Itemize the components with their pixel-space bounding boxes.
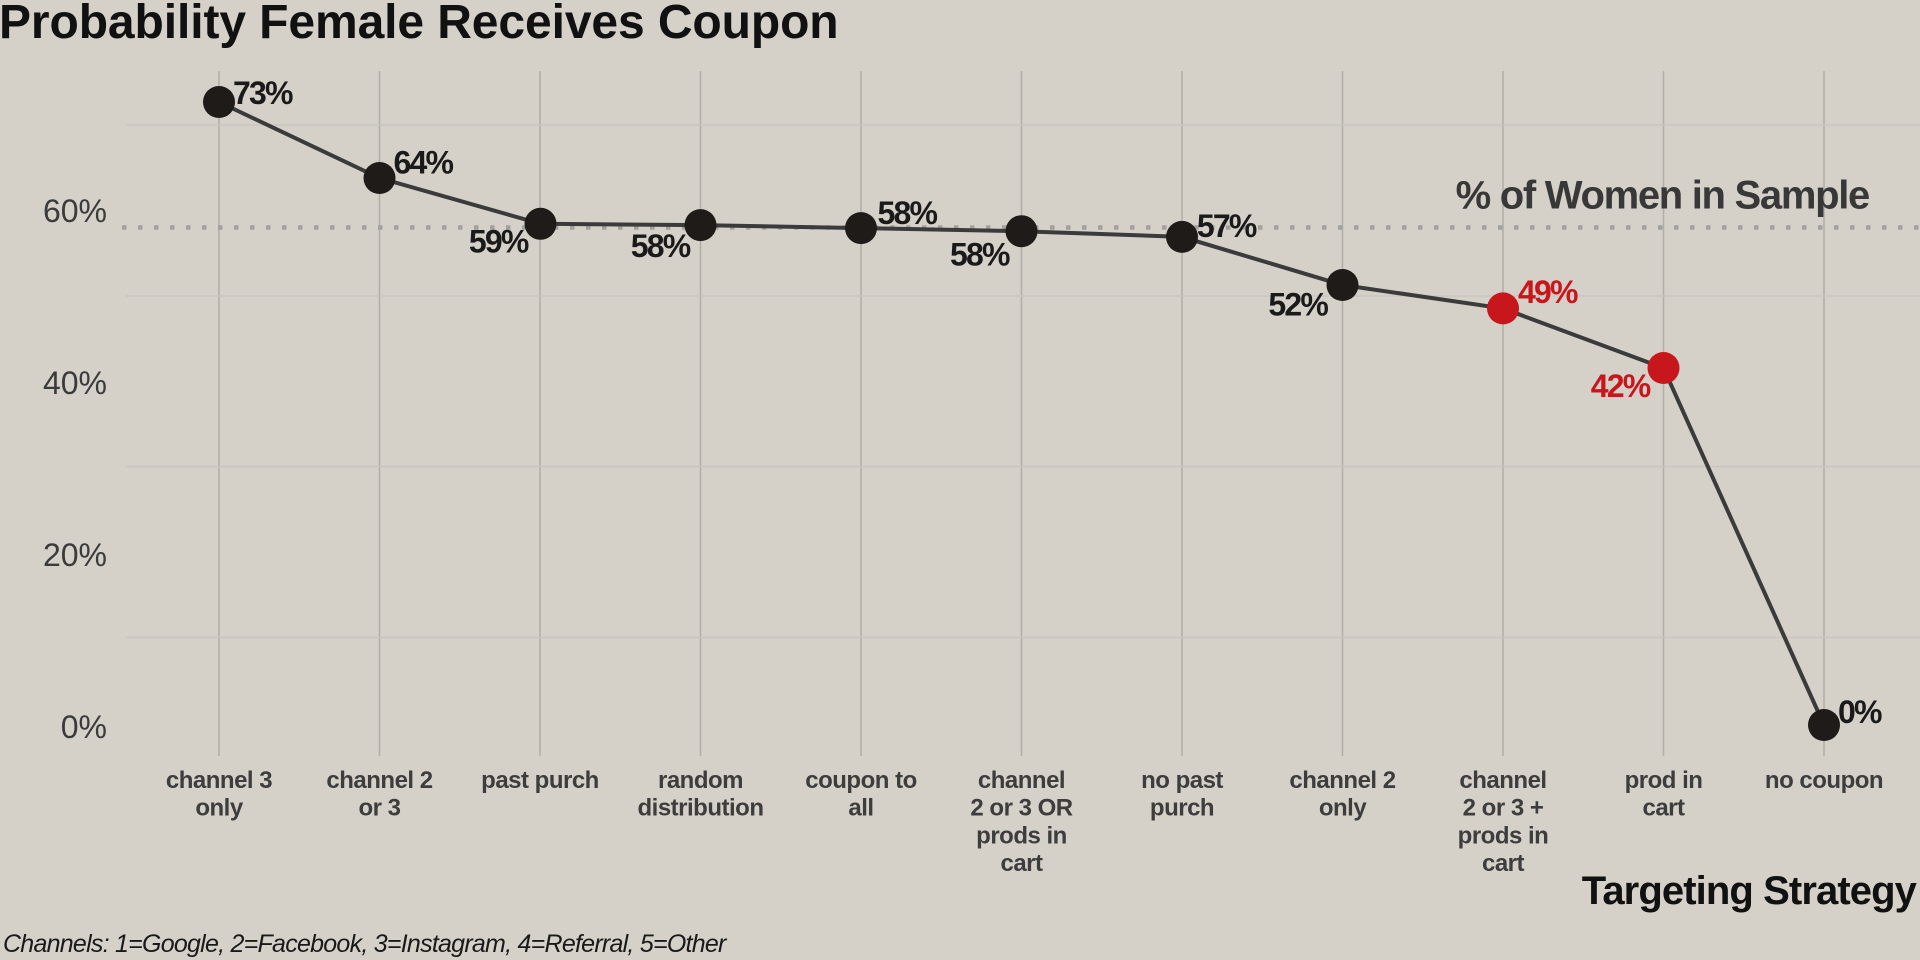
svg-text:only: only: [195, 795, 243, 822]
svg-text:cart: cart: [1482, 850, 1525, 877]
svg-text:Targeting Strategy: Targeting Strategy: [1582, 869, 1918, 913]
svg-text:random: random: [658, 767, 743, 794]
svg-text:channel: channel: [978, 767, 1065, 794]
svg-text:only: only: [1319, 795, 1367, 822]
svg-text:prods in: prods in: [1458, 822, 1549, 849]
svg-text:20%: 20%: [43, 537, 107, 573]
svg-text:0%: 0%: [61, 709, 107, 745]
svg-text:40%: 40%: [43, 365, 107, 401]
svg-text:cart: cart: [1642, 795, 1685, 822]
svg-text:60%: 60%: [43, 193, 107, 229]
svg-text:% of Women in Sample: % of Women in Sample: [1456, 174, 1869, 218]
svg-text:0%: 0%: [1838, 694, 1882, 730]
svg-text:coupon to: coupon to: [805, 767, 916, 794]
svg-text:49%: 49%: [1518, 274, 1578, 310]
svg-text:channel 2: channel 2: [326, 767, 432, 794]
svg-text:57%: 57%: [1197, 208, 1257, 244]
svg-text:58%: 58%: [631, 228, 691, 264]
svg-text:prods in: prods in: [976, 822, 1067, 849]
svg-text:distribution: distribution: [638, 795, 764, 822]
svg-text:past purch: past purch: [481, 767, 599, 794]
svg-text:or 3: or 3: [358, 795, 400, 822]
svg-text:64%: 64%: [394, 145, 454, 181]
svg-text:73%: 73%: [233, 75, 293, 111]
svg-text:purch: purch: [1150, 795, 1214, 822]
svg-text:Probability Female Receives Co: Probability Female Receives Coupon: [0, 0, 839, 49]
svg-text:channel 3: channel 3: [166, 767, 272, 794]
svg-text:channel 2: channel 2: [1289, 767, 1395, 794]
svg-text:no coupon: no coupon: [1765, 767, 1883, 794]
svg-text:59%: 59%: [469, 224, 529, 260]
svg-text:2 or 3 +: 2 or 3 +: [1463, 795, 1544, 822]
svg-text:52%: 52%: [1268, 287, 1328, 323]
svg-text:58%: 58%: [950, 237, 1010, 273]
svg-text:no past: no past: [1141, 767, 1223, 794]
svg-text:channel: channel: [1459, 767, 1546, 794]
svg-text:all: all: [848, 795, 873, 822]
svg-text:Channels: 1=Google, 2=Facebook: Channels: 1=Google, 2=Facebook, 3=Instag…: [3, 930, 728, 958]
svg-text:58%: 58%: [878, 195, 938, 231]
svg-text:42%: 42%: [1591, 368, 1651, 404]
svg-text:prod in: prod in: [1625, 767, 1703, 794]
svg-text:cart: cart: [1000, 850, 1043, 877]
svg-text:2 or 3 OR: 2 or 3 OR: [970, 795, 1072, 822]
